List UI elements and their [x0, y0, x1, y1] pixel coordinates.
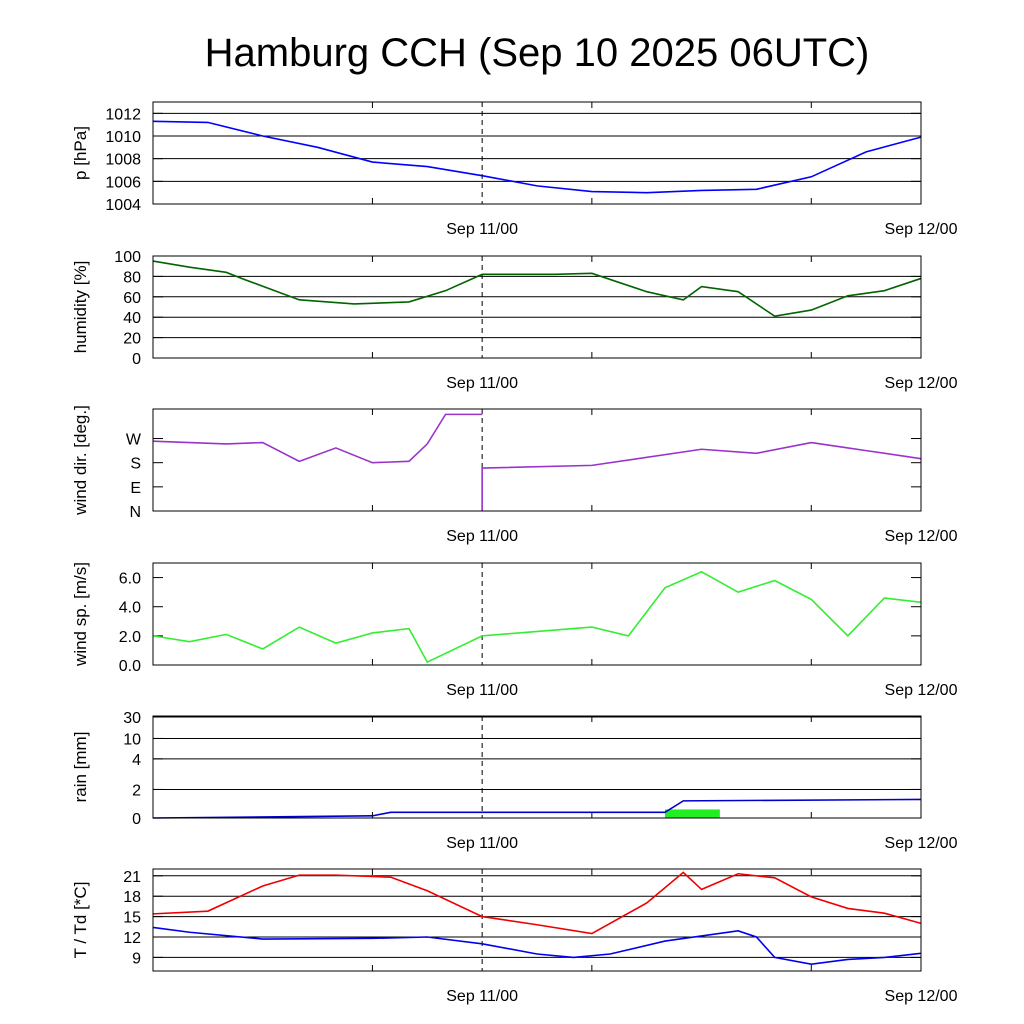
y-axis-label: wind dir. [deg.] — [71, 405, 90, 516]
x-tick-label: Sep 12/00 — [885, 375, 958, 392]
x-tick-label: Sep 12/00 — [885, 835, 958, 852]
x-tick-label: Sep 11/00 — [446, 988, 518, 1005]
y-tick-label: 1004 — [105, 197, 141, 214]
panel-frame — [152, 408, 922, 512]
y-tick-label: 12 — [123, 930, 141, 947]
y-tick-label: 4.0 — [119, 600, 141, 617]
x-tick-label: Sep 11/00 — [446, 682, 518, 699]
y-axis-label: rain [mm] — [71, 732, 90, 803]
y-tick-label: 0 — [132, 811, 141, 828]
y-tick-label: 21 — [123, 869, 141, 886]
y-axis-label: humidity [%] — [71, 261, 90, 354]
y-axis-label: p [hPa] — [71, 126, 90, 180]
y-tick-label: 100 — [114, 249, 141, 266]
y-tick-label: 2.0 — [119, 629, 141, 646]
panel-frame — [152, 715, 922, 819]
panel-pressure: 1004 1006 1008 1010 1012 Sep 11/00 Sep 12/00 p … — [71, 101, 958, 238]
x-tick-label: Sep 11/00 — [446, 528, 518, 545]
y-tick-label: 2 — [132, 782, 141, 799]
y-tick-label: 18 — [123, 889, 141, 906]
y-tick-label: 1008 — [105, 152, 141, 169]
x-tick-label: Sep 12/00 — [885, 221, 958, 238]
panel-frame — [152, 562, 922, 666]
series-line-humidity-0 — [152, 260, 922, 318]
y-tick-label: 9 — [132, 950, 141, 967]
y-tick-label: 15 — [123, 910, 141, 927]
series-line-wind_speed-0 — [152, 570, 922, 664]
y-tick-label: 0 — [132, 351, 141, 368]
x-tick-label: Sep 11/00 — [446, 835, 518, 852]
x-tick-label: Sep 12/00 — [885, 682, 958, 699]
series-line-pressure-0 — [152, 120, 922, 194]
y-tick-label: W — [126, 432, 142, 449]
x-tick-label: Sep 11/00 — [446, 375, 518, 392]
panel-rain: 0 2 4 10 30 Sep 11/00 Sep 12/00 rain [mm] — [71, 710, 958, 852]
series-line-rain-0 — [152, 798, 922, 819]
y-tick-label: E — [130, 480, 141, 497]
y-tick-label: 6.0 — [119, 571, 141, 588]
x-tick-label: Sep 12/00 — [885, 528, 958, 545]
y-tick-label: 80 — [123, 269, 141, 286]
series-line-temperature-0 — [152, 871, 922, 935]
chart-title: Hamburg CCH (Sep 10 2025 06UTC) — [205, 31, 870, 75]
y-tick-label: 40 — [123, 310, 141, 327]
y-tick-label: 20 — [123, 331, 141, 348]
panel-wind_speed: 0.0 2.0 4.0 6.0 Sep 11/00 Sep 12/00 wind sp. [… — [71, 562, 958, 699]
y-tick-label: 1012 — [105, 106, 141, 123]
y-tick-label: 30 — [123, 710, 141, 727]
y-tick-label: 0.0 — [119, 658, 141, 675]
x-tick-label: Sep 11/00 — [446, 221, 518, 238]
panel-temperature: 9 12 15 18 21 Sep 11/00 Sep 12/00 T / Td [*C] — [71, 868, 958, 1005]
y-tick-label: 60 — [123, 290, 141, 307]
panel-frame — [152, 255, 922, 359]
x-tick-label: Sep 12/00 — [885, 988, 958, 1005]
y-tick-label: 4 — [132, 752, 141, 769]
y-tick-label: 1010 — [105, 129, 141, 146]
panel-humidity: 0 20 40 60 80 100 Sep 11/00 Sep 12/00 humidity [… — [71, 249, 958, 392]
panel-frame — [152, 101, 922, 205]
y-tick-label: 1006 — [105, 174, 141, 191]
series-line-wind_direction — [152, 413, 922, 511]
y-tick-label: 10 — [123, 731, 141, 748]
y-tick-label: S — [130, 456, 141, 473]
rain-bar — [665, 809, 720, 818]
panel-frame — [152, 868, 922, 972]
y-axis-label: wind sp. [m/s] — [71, 562, 90, 667]
y-axis-label: T / Td [*C] — [71, 882, 90, 959]
series-line-temperature-1 — [152, 926, 922, 966]
y-tick-label: N — [129, 504, 141, 521]
